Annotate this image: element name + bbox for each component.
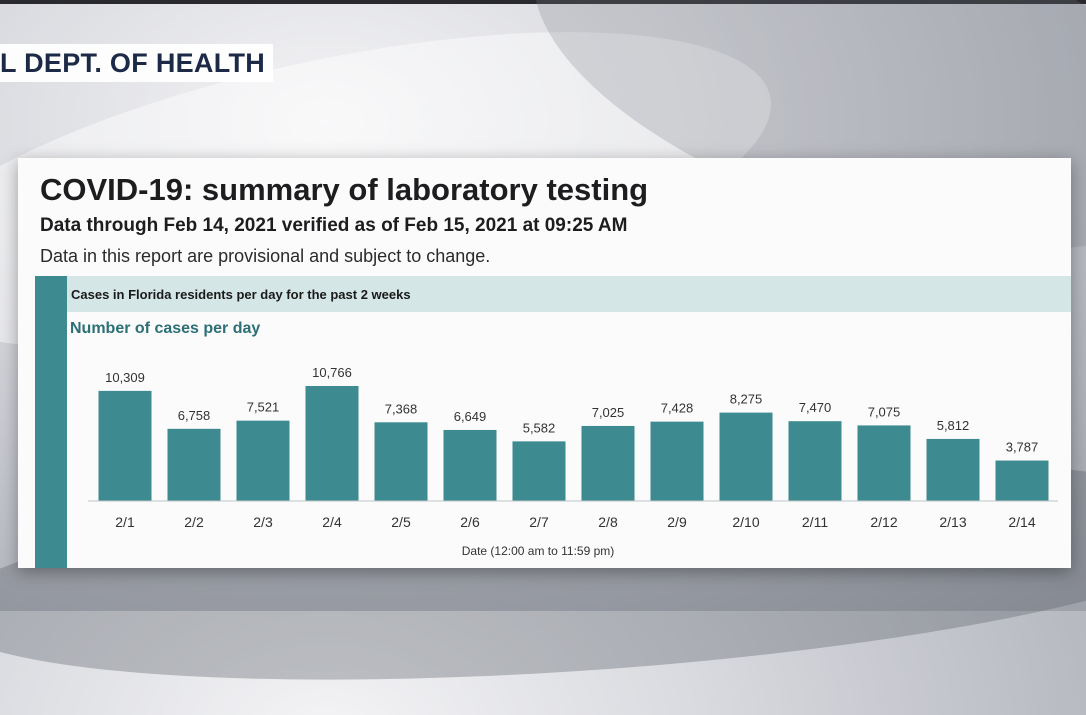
bar-chart: 10,309 2/1 6,758 2/2 7,521 2/3 10,766 2/4 7,368 2…	[88, 365, 1058, 558]
x-tick-label: 2/11	[802, 514, 828, 530]
bar-value-label: 8,275	[730, 392, 763, 407]
bar-value-label: 7,428	[661, 401, 694, 416]
bar-value-label: 10,766	[312, 365, 352, 380]
bar-value-label: 6,649	[454, 409, 487, 424]
bar-value-label: 7,025	[592, 405, 625, 420]
bar-value-label: 7,075	[868, 404, 901, 419]
top-border	[0, 0, 1086, 4]
report-title: COVID-19: summary of laboratory testing	[40, 172, 649, 207]
x-tick-label: 2/14	[1008, 514, 1035, 530]
panel-accent-bar	[35, 276, 67, 568]
bar	[857, 425, 911, 501]
panel-heading: Cases in Florida residents per day for t…	[71, 286, 411, 302]
x-tick-label: 2/10	[732, 514, 759, 530]
bar	[719, 412, 773, 501]
bar	[926, 438, 980, 501]
x-tick-label: 2/3	[253, 514, 273, 530]
x-axis-label: Date (12:00 am to 11:59 pm)	[462, 544, 615, 558]
x-tick-label: 2/9	[667, 514, 687, 530]
bar	[374, 422, 428, 501]
bar-value-label: 7,521	[247, 400, 280, 415]
x-tick-label: 2/1	[115, 514, 135, 530]
x-tick-label: 2/2	[184, 514, 204, 530]
bar	[443, 429, 497, 501]
bar-value-label: 3,787	[1006, 440, 1039, 455]
bar	[236, 420, 290, 501]
x-tick-label: 2/13	[939, 514, 966, 530]
x-tick-label: 2/4	[322, 514, 342, 530]
x-tick-label: 2/7	[529, 514, 549, 530]
bar	[167, 428, 221, 501]
source-tag-label: L DEPT. OF HEALTH	[0, 47, 266, 78]
x-tick-label: 2/6	[460, 514, 480, 530]
bar	[98, 390, 152, 501]
bar-value-label: 5,812	[937, 418, 970, 433]
bar-value-label: 10,309	[105, 370, 145, 385]
report-card: COVID-19: summary of laboratory testing …	[18, 158, 1071, 568]
report-subtitle: Data through Feb 14, 2021 verified as of…	[40, 215, 628, 236]
bar-value-label: 6,758	[178, 408, 211, 423]
bar	[995, 460, 1049, 501]
bar	[650, 421, 704, 501]
bar	[305, 386, 359, 501]
x-tick-label: 2/5	[391, 514, 411, 530]
panel-banner: Cases in Florida residents per day for t…	[67, 276, 1071, 312]
x-tick-label: 2/12	[870, 514, 897, 530]
report-note: Data in this report are provisional and …	[40, 246, 491, 266]
bar-value-label: 5,582	[523, 420, 556, 435]
chart-title: Number of cases per day	[70, 320, 261, 337]
bar	[581, 425, 635, 501]
bar	[512, 441, 566, 501]
bar-value-label: 7,470	[799, 400, 832, 415]
bar	[788, 421, 842, 501]
x-tick-label: 2/8	[598, 514, 618, 530]
bar-value-label: 7,368	[385, 401, 418, 416]
source-tag: L DEPT. OF HEALTH	[0, 44, 274, 82]
